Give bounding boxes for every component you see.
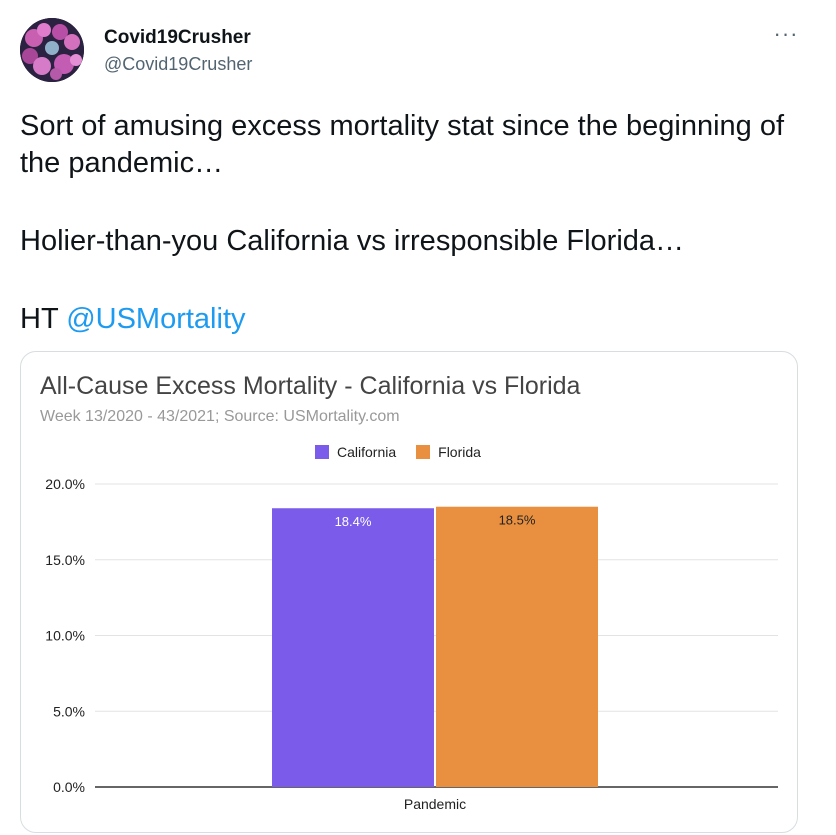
data-label: 18.5%	[499, 513, 536, 528]
avatar[interactable]	[20, 18, 84, 82]
avatar-image	[20, 18, 84, 82]
tweet-text-line: Sort of amusing excess mortality stat si…	[20, 110, 785, 179]
legend-swatch	[416, 445, 431, 459]
mention-link[interactable]: @USMortality	[66, 303, 246, 335]
data-label: 18.4%	[335, 514, 372, 529]
ellipsis-icon[interactable]: ···	[773, 21, 799, 46]
y-tick-label: 5.0%	[53, 703, 85, 719]
legend-label: California	[337, 444, 397, 460]
bar-chart: 0.0% 5.0% 10.0% 15.0% 20.0% 18.4% 18.5% Pandemi…	[45, 476, 778, 812]
tweet-text-line: HT @USMortality	[20, 301, 810, 338]
y-tick-label: 20.0%	[45, 476, 85, 492]
chart-subtitle: Week 13/2020 - 43/2021; Source: USMortal…	[40, 408, 400, 425]
y-tick-label: 15.0%	[45, 552, 85, 568]
tweet-text-line: Holier-than-you California vs irresponsi…	[20, 225, 685, 257]
x-category-label: Pandemic	[404, 796, 466, 812]
legend-swatch	[315, 445, 329, 459]
y-tick-label: 0.0%	[53, 779, 85, 795]
tweet-text: Sort of amusing excess mortality stat si…	[20, 108, 810, 338]
author-display-name[interactable]: Covid19Crusher	[104, 27, 251, 48]
legend-label: Florida	[438, 444, 481, 460]
tweet-text-prefix: HT	[20, 303, 67, 335]
legend-item-california: California	[315, 444, 396, 460]
legend-item-florida: Florida	[416, 444, 481, 460]
media-card[interactable]: 0.0% 5.0% 10.0% 15.0% 20.0% 18.4% 18.5% Pandemi…	[20, 351, 798, 833]
y-tick-label: 10.0%	[45, 628, 85, 644]
bar-california	[272, 508, 434, 787]
author-handle[interactable]: @Covid19Crusher	[104, 54, 253, 74]
chart-title: All-Cause Excess Mortality - California …	[40, 372, 581, 400]
bar-florida	[436, 506, 598, 787]
chart-legend: California Florida	[315, 443, 501, 461]
